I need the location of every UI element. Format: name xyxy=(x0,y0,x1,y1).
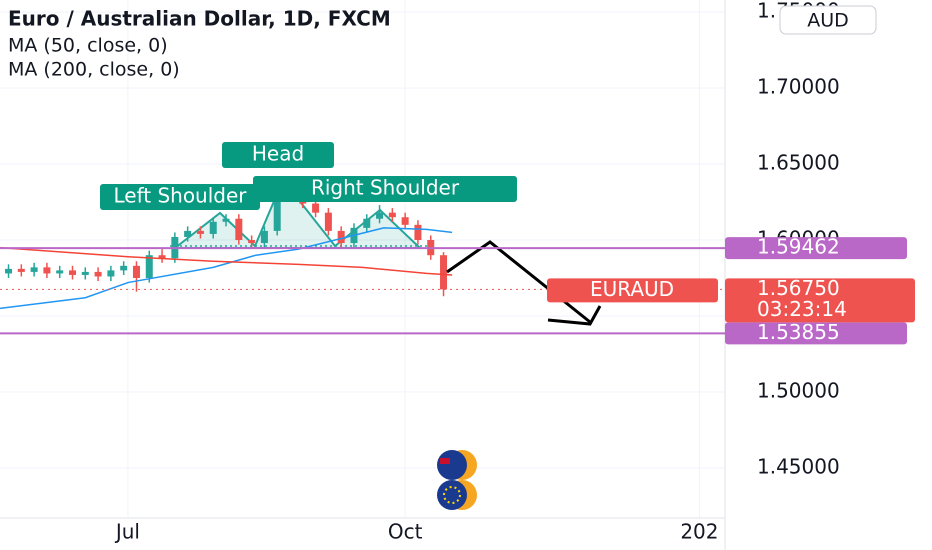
x-tick-label: Oct xyxy=(388,520,423,544)
candle-body xyxy=(401,217,409,225)
candle-body xyxy=(107,270,115,277)
annotation-box xyxy=(222,142,334,168)
x-tick-label: Jul xyxy=(114,520,140,544)
annotation-box xyxy=(100,184,260,210)
level-badge xyxy=(725,237,907,260)
candle-body xyxy=(94,271,102,277)
candle-body xyxy=(248,240,256,244)
annotation-box xyxy=(253,176,517,202)
axes: 1.750001.700001.650001.600001.550001.500… xyxy=(114,0,840,544)
indicator-label: MA (50, close, 0) xyxy=(8,35,168,57)
candle-body xyxy=(273,194,281,231)
level-label: 1.53855 xyxy=(757,320,840,344)
arrow-head xyxy=(547,305,602,326)
candle-body xyxy=(260,230,268,244)
candle-body xyxy=(81,271,89,275)
candle-body xyxy=(209,221,217,234)
candle-body xyxy=(120,265,128,271)
grid xyxy=(0,0,725,518)
moving-average-line xyxy=(0,227,453,310)
symbol-label: EURAUD xyxy=(590,277,674,301)
candle-body xyxy=(30,267,38,272)
candle-body xyxy=(132,265,140,278)
candle-body xyxy=(363,218,371,228)
level-badge xyxy=(725,322,907,345)
candle-body xyxy=(222,218,230,222)
candle-body xyxy=(56,270,64,274)
plot xyxy=(0,176,453,310)
y-tick-label: 1.70000 xyxy=(757,75,840,99)
candle-body xyxy=(5,268,13,274)
candle-body xyxy=(388,212,396,218)
candle-body xyxy=(376,212,384,219)
y-tick-label: 1.45000 xyxy=(757,454,840,478)
annotation-label: Right Shoulder xyxy=(311,176,460,200)
annotation-label: Left Shoulder xyxy=(113,184,247,208)
candle-body xyxy=(145,255,153,278)
candle-body xyxy=(158,255,166,259)
price-badge xyxy=(725,278,915,323)
indicator-label: MA (200, close, 0) xyxy=(8,59,180,81)
flag-icons xyxy=(437,450,477,510)
countdown-label: 03:23:14 xyxy=(757,297,847,321)
currency-label[interactable]: AUD xyxy=(807,10,849,32)
candle-body xyxy=(17,268,25,272)
candle-body xyxy=(43,267,51,274)
candle-body xyxy=(69,270,76,275)
candle-body xyxy=(440,255,448,290)
chart-title: Euro / Australian Dollar, 1D, FXCM xyxy=(8,7,391,31)
symbol-badge xyxy=(547,278,718,303)
level-label: 1.59462 xyxy=(757,235,840,259)
y-tick-label: 1.50000 xyxy=(757,378,840,402)
candle-body xyxy=(337,230,345,244)
price-label: 1.56750 xyxy=(757,276,840,300)
candle-body xyxy=(196,230,204,234)
currency-badge[interactable] xyxy=(779,5,877,35)
candle-body xyxy=(414,224,422,241)
candle-body xyxy=(324,212,332,231)
candle-body xyxy=(235,218,243,241)
y-tick-label: 1.65000 xyxy=(757,151,840,175)
annotation-label: Head xyxy=(252,142,304,166)
x-tick-label: 202 xyxy=(680,520,718,544)
candle-body xyxy=(312,203,320,213)
moving-average-line xyxy=(0,246,453,276)
candle-body xyxy=(184,230,192,237)
